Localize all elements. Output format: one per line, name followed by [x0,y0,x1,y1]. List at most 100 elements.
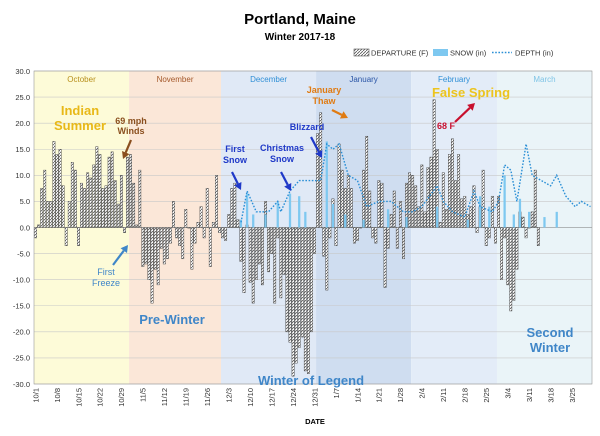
departure-bar [303,227,307,372]
departure-bar [291,227,295,377]
departure-bar [340,169,344,228]
departure-bar [254,227,258,280]
departure-bar [334,227,338,246]
snow-bar [512,214,515,228]
departure-bar [285,227,289,333]
y-tick-label: 0.0 [20,223,30,232]
departure-bar [457,154,461,228]
departure-bar [58,149,62,228]
y-tick-label: -10.0 [13,275,30,284]
departure-bar [101,188,105,228]
snow-bar [344,214,347,228]
departure-bar [325,227,329,291]
departure-bar [484,227,488,246]
departure-bar [475,227,479,233]
departure-bar [395,227,399,249]
x-tick-label: 2/4 [418,388,427,398]
departure-bar [270,227,274,254]
annotation-pre-winter: Pre-Winter [139,312,205,327]
snow-bar [386,209,390,228]
annotation-indian-summer-line: Summer [54,118,106,133]
departure-bar [202,227,206,239]
annotation-false-spring: False Spring [432,85,510,100]
arrow-first-freeze-head [120,245,128,253]
departure-bar [512,227,516,301]
departure-bar [107,156,111,228]
departure-bar [352,227,356,244]
x-tick-label: 12/17 [267,388,276,407]
snow-bar [478,196,482,228]
departure-bar [80,182,83,228]
departure-bar [230,188,234,228]
annotation-blizzard: Blizzard [290,122,325,132]
departure-bar [371,227,375,239]
annotation-christmas-snow-line: Snow [270,154,295,164]
departure-bar [527,227,531,229]
departure-bar [147,227,151,280]
arrow-january-thaw-head [339,111,348,119]
arrow-blizzard-head [315,149,323,158]
departure-bar [233,182,237,228]
departure-bar [451,138,454,228]
x-tick-label: 3/25 [568,388,577,403]
departure-bar [190,227,194,270]
x-tick-label: 11/26 [203,388,212,406]
departure-bar [328,227,332,239]
x-tick-label: 3/11 [525,388,534,402]
departure-bar [417,206,421,228]
x-tick-label: 12/31 [310,388,319,407]
departure-bar [162,227,166,265]
departure-bar [487,227,491,239]
annotation-winter-of-legend-line: Winter of Legend [258,373,364,388]
departure-bar [472,185,476,228]
departure-bar [463,195,467,228]
departure-bar [356,227,359,241]
annotation-winter-of-legend: Winter of Legend [258,373,364,388]
annotation-68-f-line: 68 F [437,121,456,131]
departure-bar [444,209,448,228]
snow-bar [555,211,558,228]
departure-bar [506,227,510,286]
annotation-january-thaw-line: Thaw [312,96,336,106]
departure-bar [159,227,163,249]
x-tick-label: 12/10 [246,388,255,407]
departure-bar [178,227,182,246]
departure-bar [227,214,231,228]
departure-bar [92,164,96,228]
departure-bar [34,227,37,239]
x-tick-label: 10/15 [74,388,83,407]
arrow-christmas-snow-shaft [280,171,289,186]
snow-bar [362,219,365,228]
departure-bar [40,188,44,228]
departure-bar [83,188,86,228]
snow-bar [304,211,307,228]
snow-bar [405,217,408,228]
annotation-69-mph-winds-line: 69 mph [115,116,147,126]
snow-bar [503,175,506,228]
departure-bar [392,190,396,228]
x-tick-label: 3/18 [546,388,555,403]
annotation-68-f: 68 F [437,121,456,131]
x-tick-label: 1/7 [332,388,341,398]
y-tick-label: -20.0 [13,328,30,337]
departure-bar [196,222,200,228]
annotation-second-winter-line: Winter [530,340,570,355]
snow-bar [528,211,531,228]
arrow-69-mph-winds-shaft [124,139,133,153]
snow-bar [325,141,328,228]
departure-bar [113,180,117,228]
departure-bar [144,227,148,265]
departure-bar [187,227,191,229]
departure-bar [313,227,316,254]
departure-bar [503,227,507,239]
annotation-second-winter-line: Second [527,325,574,340]
departure-bar [411,175,415,228]
annotation-69-mph-winds: 69 mph Winds [115,116,147,136]
departure-bar [150,227,154,304]
x-tick-label: 12/24 [289,388,298,407]
departure-bar [165,227,169,260]
x-tick-label: 2/25 [482,388,491,403]
departure-bar [104,185,108,228]
departure-bar [242,227,246,293]
